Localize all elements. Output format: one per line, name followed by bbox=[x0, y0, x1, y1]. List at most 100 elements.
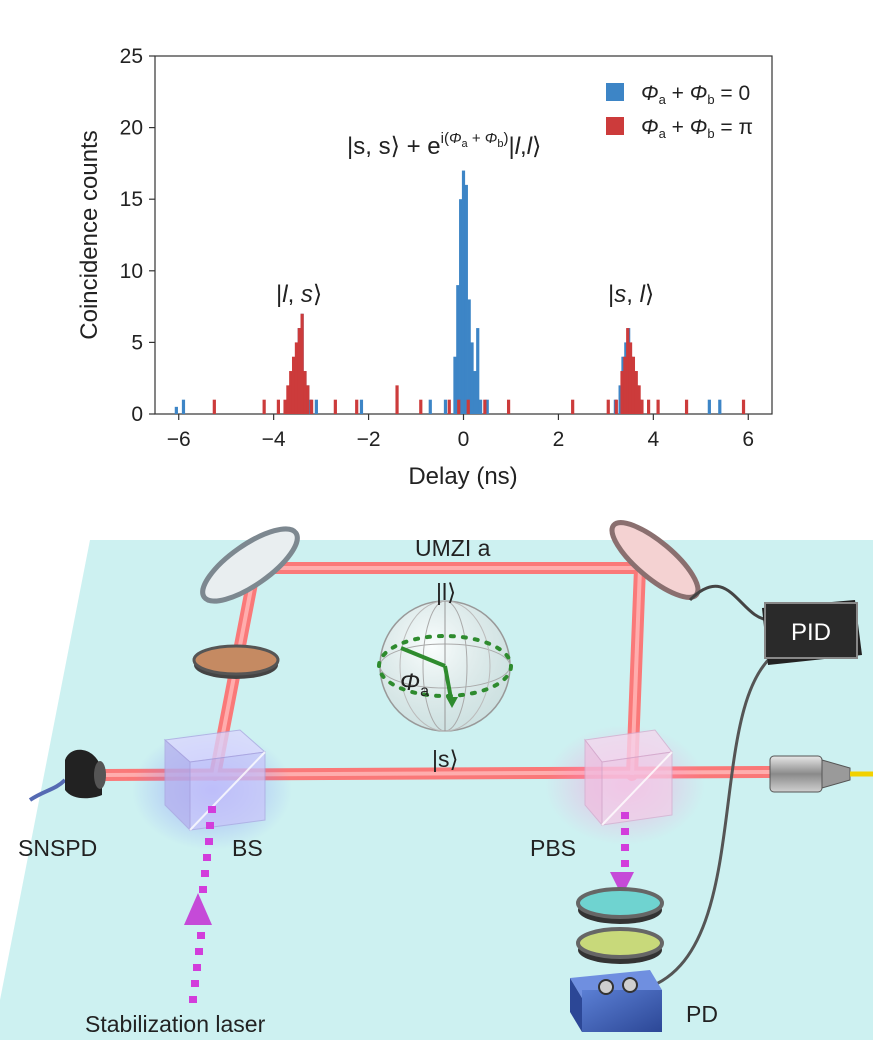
bar-phase_pi bbox=[571, 399, 575, 414]
pid-label: PID bbox=[791, 619, 831, 646]
bar-phase_0 bbox=[174, 406, 178, 414]
bar-phase_pi bbox=[419, 399, 423, 414]
polarizing-beam-splitter bbox=[545, 725, 705, 845]
bar-phase_pi bbox=[300, 313, 304, 414]
waveplate-yellow bbox=[576, 927, 664, 964]
x-tick-label: −2 bbox=[357, 428, 381, 451]
bar-phase_0 bbox=[443, 399, 448, 414]
bar-phase_0 bbox=[478, 399, 483, 414]
bs-label: BS bbox=[232, 835, 263, 861]
histogram-chart: 0 5 10 15 20 25 −6 −4 −2 0 2 4 6 Coincidence counts… bbox=[76, 45, 773, 490]
bar-phase_pi bbox=[333, 399, 337, 414]
bar-phase_0 bbox=[181, 399, 186, 414]
bar-phase_pi bbox=[212, 399, 216, 414]
snspd-detector bbox=[28, 749, 106, 802]
bar-phase_pi bbox=[628, 342, 633, 414]
short-state-label: |s⟩ bbox=[432, 746, 458, 772]
bar-phase_pi bbox=[647, 399, 651, 414]
y-axis-label: Coincidence counts bbox=[76, 130, 103, 339]
beam-splitter bbox=[132, 729, 292, 850]
bar-phase_0 bbox=[718, 399, 722, 414]
bar-phase_pi bbox=[637, 385, 641, 414]
bar-phase_pi bbox=[303, 371, 307, 414]
y-axis-ticks: 0 5 10 15 20 25 bbox=[120, 45, 155, 426]
pid-cable bbox=[688, 584, 771, 622]
bar-phase_pi bbox=[640, 399, 644, 414]
bar-phase_pi bbox=[684, 399, 689, 414]
x-axis-label: Delay (ns) bbox=[408, 463, 517, 490]
pid-box: PID bbox=[762, 600, 862, 665]
bar-phase_0 bbox=[453, 356, 457, 414]
bar-phase_0 bbox=[485, 399, 489, 414]
waveplate-cyan bbox=[576, 887, 664, 924]
bloch-sphere: Φa bbox=[377, 600, 513, 732]
bar-phase_0 bbox=[314, 399, 318, 414]
pbs-label: PBS bbox=[530, 835, 576, 861]
bar-phase_pi bbox=[355, 399, 359, 414]
bar-phase_pi bbox=[506, 399, 511, 414]
bar-phase_pi bbox=[620, 371, 624, 414]
bar-phase_pi bbox=[614, 399, 618, 414]
y-tick-label: 20 bbox=[120, 117, 143, 140]
bar-phase_pi bbox=[276, 399, 280, 414]
x-tick-label: 2 bbox=[553, 428, 565, 451]
x-axis-ticks: −6 −4 −2 0 2 4 6 bbox=[167, 414, 754, 451]
pd-label: PD bbox=[686, 1001, 718, 1027]
bar-phase_pi bbox=[626, 328, 630, 414]
bar-phase_0 bbox=[459, 199, 463, 414]
x-tick-label: −4 bbox=[262, 428, 286, 451]
long-state-label: |l⟩ bbox=[436, 579, 456, 605]
bar-phase_pi bbox=[623, 356, 627, 414]
pd-cable bbox=[639, 648, 781, 992]
x-tick-label: 4 bbox=[648, 428, 660, 451]
photodetector bbox=[570, 970, 662, 1032]
laser-label: Stabilization laser bbox=[85, 1011, 266, 1037]
bar-phase_pi bbox=[447, 399, 451, 414]
x-tick-label: 0 bbox=[458, 428, 470, 451]
bar-phase_pi bbox=[283, 399, 287, 414]
stabilization-laser-beam bbox=[184, 806, 216, 1003]
bar-phase_0 bbox=[428, 399, 432, 414]
legend-label-phase-pi: Φa + Φb = π bbox=[641, 116, 753, 141]
annotation-right-state: |s, l⟩ bbox=[608, 281, 654, 308]
bar-phase_pi bbox=[483, 399, 487, 414]
legend-label-phase-0: Φa + Φb = 0 bbox=[641, 82, 750, 107]
bar-phase_pi bbox=[395, 385, 399, 414]
bar-phase_pi bbox=[457, 399, 461, 414]
bar-phase_pi bbox=[297, 328, 301, 414]
legend-swatch-phase-pi bbox=[606, 117, 624, 135]
bar-phase_0 bbox=[461, 170, 466, 414]
bar-phase_0 bbox=[473, 371, 477, 414]
annotation-center-state: |s, s⟩ + ei(Φa + Φb)|l,l⟩ bbox=[347, 130, 541, 160]
bar-phase_pi bbox=[310, 399, 314, 414]
pbs-laser-output bbox=[610, 812, 634, 896]
bar-phase_0 bbox=[359, 399, 364, 414]
bar-phase_0 bbox=[456, 285, 460, 414]
y-tick-label: 25 bbox=[120, 45, 143, 68]
bar-phase_pi bbox=[656, 399, 660, 414]
bar-phase_0 bbox=[470, 342, 474, 414]
y-tick-label: 10 bbox=[120, 260, 143, 283]
legend: Φa + Φb = 0 Φa + Φb = π bbox=[606, 82, 753, 141]
y-tick-label: 0 bbox=[131, 403, 143, 426]
bar-phase_pi bbox=[306, 385, 310, 414]
legend-swatch-phase-0 bbox=[606, 83, 624, 101]
x-tick-label: 6 bbox=[742, 428, 754, 451]
bar-phase_pi bbox=[286, 385, 290, 414]
bar-phase_0 bbox=[618, 385, 622, 414]
y-tick-label: 15 bbox=[120, 188, 143, 211]
bar-phase_0 bbox=[476, 328, 480, 414]
y-tick-label: 5 bbox=[131, 331, 143, 354]
mirror-top-left bbox=[200, 526, 300, 604]
bar-phase_pi bbox=[262, 399, 266, 414]
fiber-collimator bbox=[769, 755, 873, 793]
bar-phase_pi bbox=[634, 371, 638, 414]
waveplate-long-arm bbox=[192, 644, 280, 679]
setup-diagram: PID Φa UMZI a |l⟩ |s⟩ bbox=[0, 520, 873, 1040]
bar-phase_pi bbox=[294, 342, 299, 414]
bar-phase_0 bbox=[464, 184, 468, 414]
bar-phase_pi bbox=[291, 356, 296, 414]
bar-phase_0 bbox=[707, 399, 711, 414]
histogram-bars bbox=[174, 170, 746, 414]
